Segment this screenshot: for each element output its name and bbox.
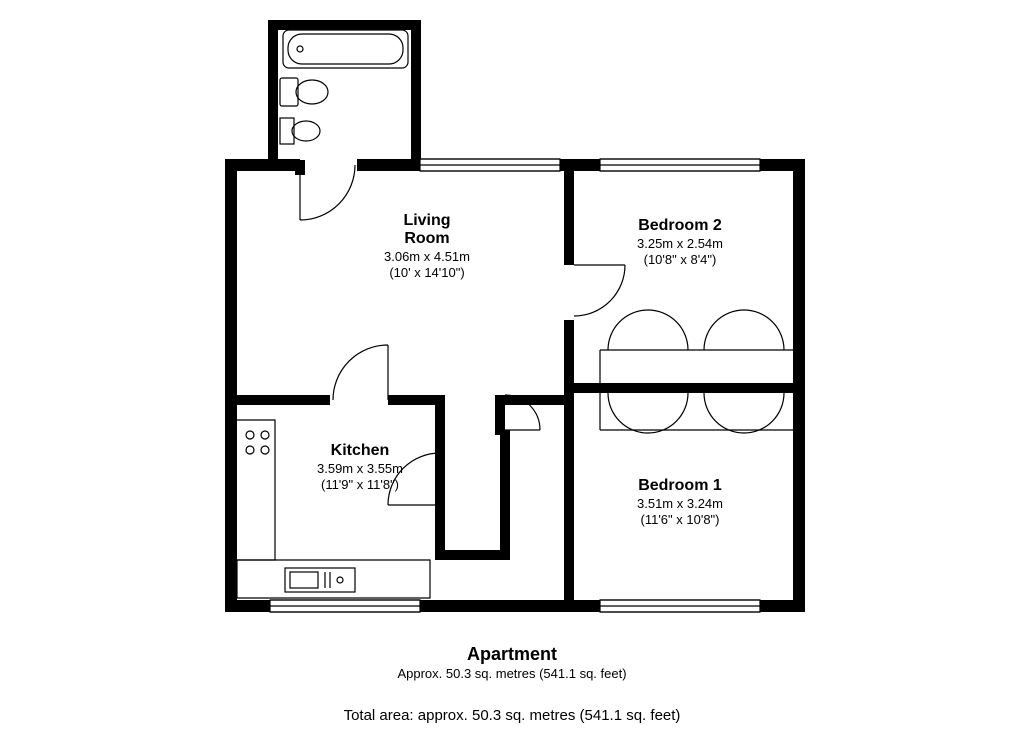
plan-footer: Total area: approx. 50.3 sq. metres (541… — [344, 707, 681, 724]
kitchen-metric: 3.59m x 3.55m — [317, 461, 403, 476]
bedroom2-metric: 3.25m x 2.54m — [637, 236, 723, 251]
caption: Apartment Approx. 50.3 sq. metres (541.1… — [344, 644, 681, 724]
floorplan-canvas: Living Room 3.06m x 4.51m (10' x 14'10")… — [0, 0, 1024, 744]
living-room-name: Living — [403, 212, 450, 229]
bedroom1-imperial: (11'6" x 10'8") — [641, 512, 720, 527]
living-room-metric: 3.06m x 4.51m — [384, 249, 470, 264]
kitchen-name: Kitchen — [331, 442, 390, 459]
living-room-imperial: (10' x 14'10") — [389, 265, 464, 280]
room-labels: Living Room 3.06m x 4.51m (10' x 14'10")… — [317, 212, 723, 527]
bedroom1-metric: 3.51m x 3.24m — [637, 496, 723, 511]
bedroom2-name: Bedroom 2 — [638, 217, 722, 234]
plan-title: Apartment — [467, 644, 557, 664]
plan-subtitle: Approx. 50.3 sq. metres (541.1 sq. feet) — [397, 666, 626, 681]
bedroom1-name: Bedroom 1 — [638, 477, 722, 494]
bathroom-fixtures — [280, 30, 408, 144]
wardrobes — [600, 310, 793, 433]
bedroom2-imperial: (10'8" x 8'4") — [644, 252, 717, 267]
svg-text:Room: Room — [404, 230, 449, 247]
kitchen-imperial: (11'9" x 11'8") — [321, 477, 399, 492]
